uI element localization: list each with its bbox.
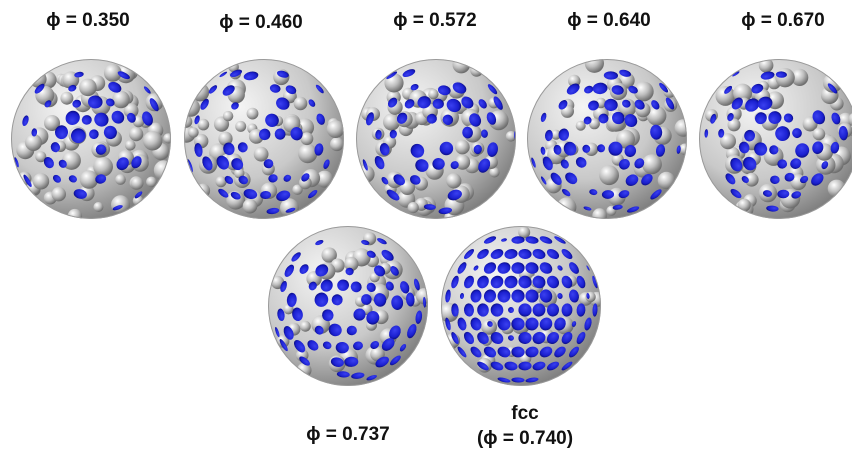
label-fcc-phi: (ϕ = 0.740): [476, 428, 574, 449]
label-phi-0572: ϕ = 0.572: [393, 10, 477, 31]
label-phi-0460: ϕ = 0.460: [219, 12, 303, 33]
label-phi-0737: ϕ = 0.737: [306, 424, 390, 445]
sphere-phi-0670: [699, 59, 852, 219]
sphere-phi-0460: [184, 59, 344, 219]
sphere-phi-0737: [268, 226, 428, 386]
sphere-fcc: [441, 226, 601, 386]
sphere-phi-0350: [11, 59, 171, 219]
label-phi-0670: ϕ = 0.670: [741, 10, 825, 31]
label-fcc: fcc: [511, 403, 539, 424]
label-phi-0640: ϕ = 0.640: [567, 10, 651, 31]
sphere-phi-0640: [527, 59, 687, 219]
sphere-phi-0572: [356, 59, 516, 219]
label-phi-0350: ϕ = 0.350: [46, 10, 130, 31]
